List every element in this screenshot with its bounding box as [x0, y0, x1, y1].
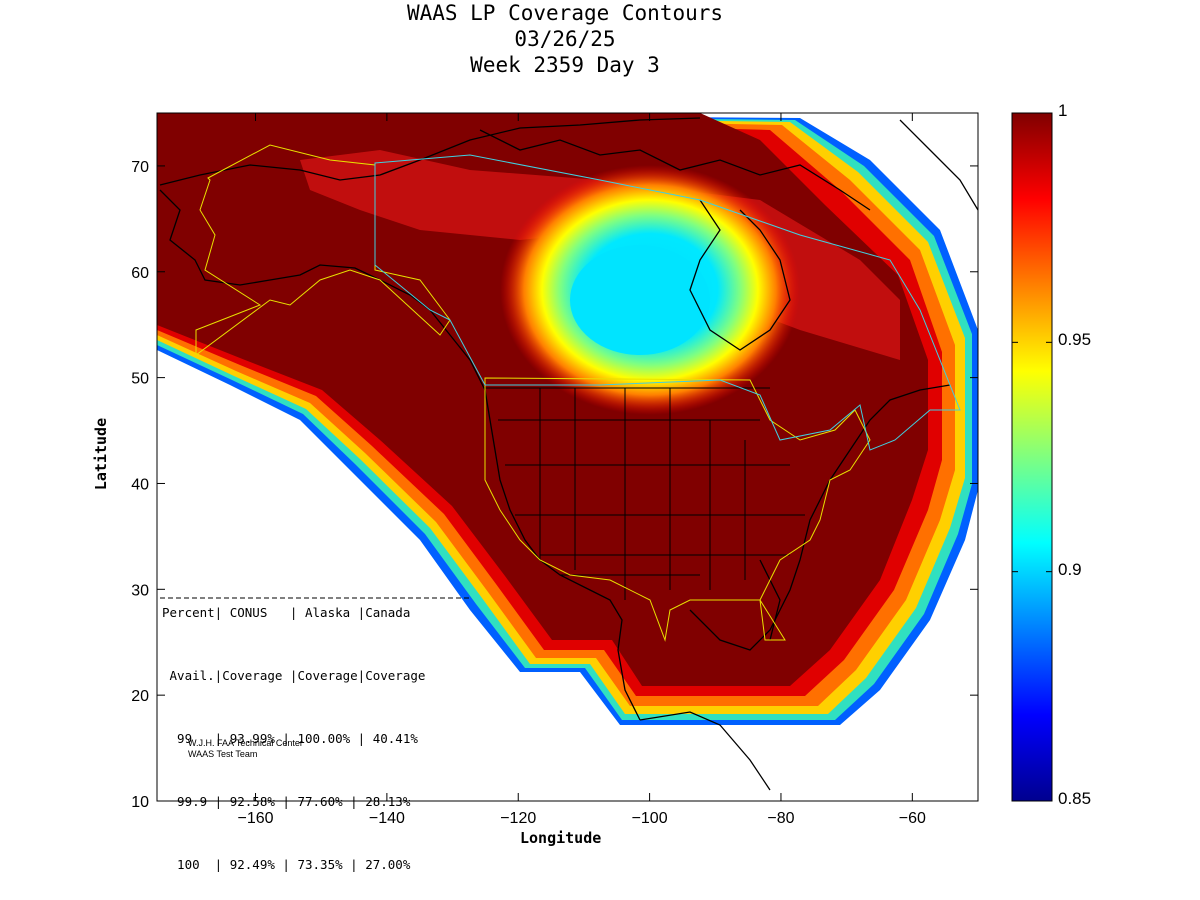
x-axis-label: Longitude: [520, 829, 602, 847]
table-row: 100 | 92.49% | 73.35% | 27.00%: [162, 857, 411, 872]
y-tick-label: 70: [131, 159, 149, 176]
table-row: 99.9 | 92.58% | 77.60% | 28.13%: [162, 794, 411, 809]
y-tick-label: 50: [131, 371, 149, 388]
colorbar-tick-label: 1: [1058, 101, 1068, 120]
y-axis-label: Latitude: [92, 417, 111, 491]
x-tick-label: −80: [767, 810, 794, 827]
coastlines: [159, 117, 978, 791]
title-line-2: 03/26/25: [514, 27, 616, 51]
credit: W.J.H. FAA Technical Center WAAS Test Te…: [188, 738, 303, 760]
plot-frame: [156, 112, 979, 802]
y-tick-label: 30: [131, 582, 149, 599]
table-header-2: Avail.|Coverage |Coverage|Coverage: [162, 668, 426, 683]
title-line-1: WAAS LP Coverage Contours: [406, 1, 724, 25]
x-tick-label: −100: [632, 810, 668, 827]
colorbar-tick-label: 0.85: [1058, 789, 1092, 808]
title-line-3: Week 2359 Day 3: [470, 53, 660, 77]
y-axis-ticks: 10 20 30 40 50 60 70: [131, 159, 978, 811]
coverage-low-core: [570, 245, 710, 355]
x-tick-label: −60: [899, 810, 926, 827]
canada-outline: [374, 154, 961, 451]
table-row: 99 | 93.99% | 100.00% | 40.41%: [162, 731, 418, 746]
y-tick-label: 10: [131, 794, 149, 811]
x-tick-label: −160: [237, 810, 273, 827]
colorbar: [1011, 112, 1053, 802]
state-borders: [485, 387, 805, 600]
y-tick-label: 20: [131, 688, 149, 705]
credit-line-2: WAAS Test Team: [188, 749, 258, 759]
colorbar-tick-label: 0.9: [1058, 559, 1082, 579]
x-tick-label: −140: [369, 810, 405, 827]
x-tick-label: −120: [500, 810, 536, 827]
credit-line-1: W.J.H. FAA Technical Center: [188, 738, 303, 748]
colorbar-ticks: [1012, 112, 1052, 802]
colorbar-tick-label: 0.95: [1058, 330, 1092, 350]
table-header-1: Percent| CONUS | Alaska |Canada: [162, 605, 411, 620]
y-tick-label: 40: [131, 476, 149, 493]
x-axis-ticks: −160 −140 −120 −100 −80 −60: [237, 113, 926, 827]
y-tick-label: 60: [131, 265, 149, 282]
coverage-table: Percent| CONUS | Alaska |Canada Avail.|C…: [162, 560, 425, 896]
